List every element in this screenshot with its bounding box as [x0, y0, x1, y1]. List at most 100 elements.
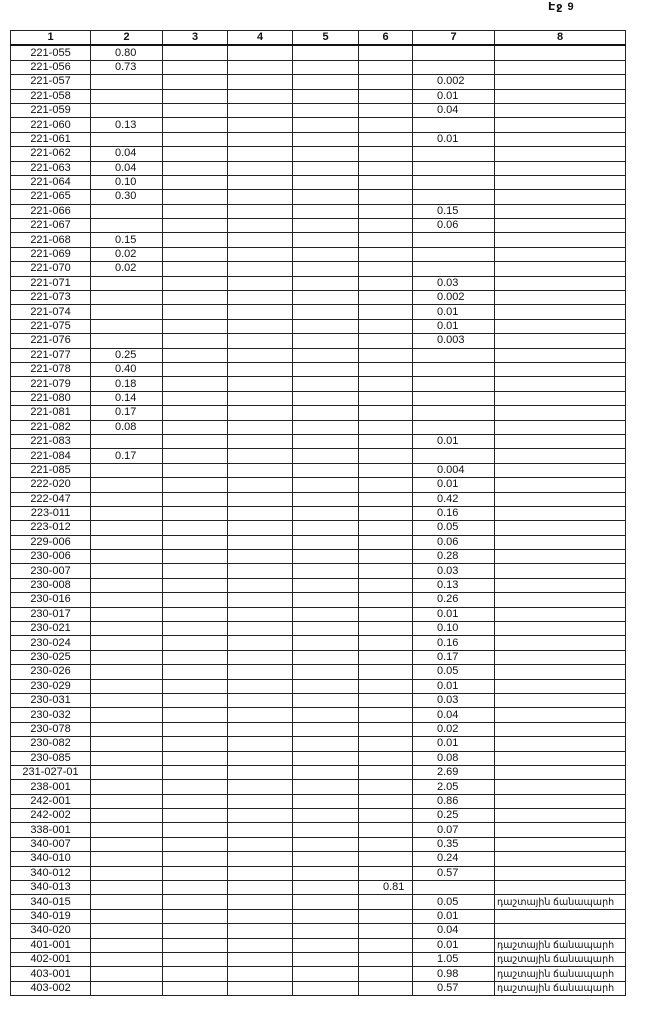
table-cell	[162, 937, 228, 954]
table-cell: 221-056	[10, 59, 91, 76]
table-cell	[358, 937, 413, 954]
table-row: 222-020 0.01	[10, 477, 626, 493]
table-cell	[358, 304, 413, 320]
table-cell	[162, 966, 228, 982]
table-cell	[292, 102, 359, 119]
table-cell	[162, 117, 228, 133]
table-cell: 0.13	[90, 117, 163, 133]
table-cell: 230-026	[10, 664, 91, 680]
table-cell: 221-082	[10, 419, 91, 435]
table-cell	[162, 44, 228, 61]
table-cell	[162, 980, 228, 997]
table-cell: 340-019	[10, 908, 91, 925]
table-cell: 221-060	[10, 117, 91, 133]
table-cell	[494, 606, 626, 623]
table-cell	[162, 707, 228, 723]
table-cell: 0.10	[412, 621, 495, 637]
table-cell	[227, 836, 293, 853]
table-cell	[227, 376, 293, 392]
table-cell	[292, 692, 359, 709]
table-cell	[292, 318, 359, 335]
table-row: 242-002 0.25	[10, 808, 626, 824]
column-header: 8	[494, 30, 626, 47]
table-cell	[90, 606, 163, 623]
table-cell: 221-073	[10, 290, 91, 306]
table-cell: 221-070	[10, 261, 91, 277]
table-cell: 2.05	[412, 779, 495, 795]
table-cell	[227, 908, 293, 925]
table-cell	[90, 592, 163, 608]
table-cell	[162, 318, 228, 335]
table-cell: 0.003	[412, 333, 495, 349]
table-cell	[358, 318, 413, 335]
table-cell	[90, 563, 163, 579]
table-cell	[292, 59, 359, 76]
table-cell	[494, 74, 626, 90]
table-cell	[90, 808, 163, 824]
table-row: 242-001 0.86	[10, 793, 626, 810]
table-cell	[494, 664, 626, 680]
table-cell: 221-065	[10, 189, 91, 205]
table-cell: 0.06	[412, 218, 495, 234]
table-cell	[227, 592, 293, 608]
table-cell	[90, 318, 163, 335]
table-cell	[292, 664, 359, 680]
table-cell	[494, 779, 626, 795]
table-cell	[227, 577, 293, 594]
table-cell: 221-055	[10, 44, 91, 61]
table-cell	[292, 793, 359, 810]
table-row: 340-013 0.81	[10, 880, 626, 896]
table-cell	[412, 160, 495, 176]
table-cell: 0.01	[412, 433, 495, 450]
table-cell	[292, 764, 359, 781]
table-cell: 0.04	[90, 160, 163, 176]
table-cell: 221-076	[10, 333, 91, 349]
table-cell: 230-024	[10, 635, 91, 651]
table-cell: 231-027-01	[10, 764, 91, 781]
table-cell	[227, 131, 293, 148]
table-cell: 340-007	[10, 836, 91, 853]
table-cell	[292, 275, 359, 292]
table-cell	[494, 433, 626, 450]
table-cell	[412, 419, 495, 435]
table-cell	[412, 405, 495, 421]
table-cell	[90, 304, 163, 320]
table-cell	[292, 520, 359, 536]
table-cell	[227, 232, 293, 248]
table-cell	[292, 880, 359, 896]
table-cell	[227, 678, 293, 694]
table-cell: 0.08	[90, 419, 163, 435]
table-cell	[358, 980, 413, 997]
table-cell: 0.35	[412, 836, 495, 853]
table-cell	[494, 88, 626, 104]
table-cell	[162, 764, 228, 781]
table-cell: 0.81	[358, 880, 413, 896]
table-cell	[162, 88, 228, 104]
table-cell: 0.80	[90, 44, 163, 61]
table-cell	[162, 736, 228, 752]
table-cell	[90, 664, 163, 680]
table-cell	[358, 779, 413, 795]
table-cell: 221-081	[10, 405, 91, 421]
table-cell	[90, 721, 163, 738]
table-cell	[494, 534, 626, 551]
table-cell	[227, 505, 293, 522]
table-cell	[358, 764, 413, 781]
table-cell	[292, 390, 359, 407]
table-row: 221-085 0.004	[10, 462, 626, 479]
table-cell	[412, 189, 495, 205]
table-cell: 230-078	[10, 721, 91, 738]
table-cell	[358, 218, 413, 234]
table-cell: 221-068	[10, 232, 91, 248]
table-row: 230-006 0.28	[10, 549, 626, 565]
table-cell	[90, 966, 163, 982]
table-cell	[227, 520, 293, 536]
table-cell	[292, 218, 359, 234]
table-cell	[494, 649, 626, 666]
table-cell	[358, 707, 413, 723]
table-cell	[358, 44, 413, 61]
table-cell	[358, 505, 413, 522]
table-cell: 0.57	[412, 980, 495, 997]
table-cell	[227, 59, 293, 76]
table-cell	[162, 692, 228, 709]
